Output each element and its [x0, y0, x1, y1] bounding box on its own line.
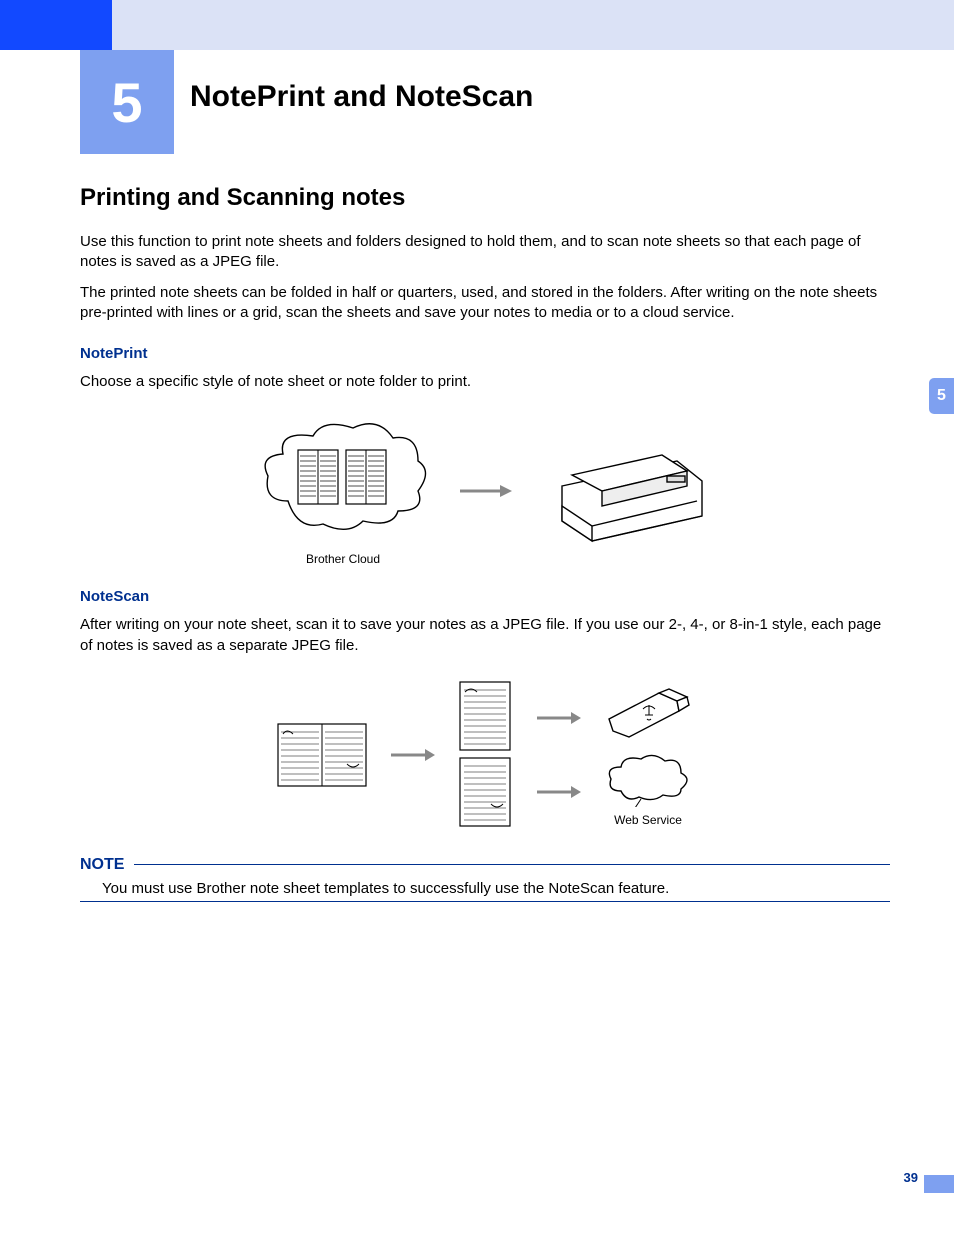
arrow-right-icon	[458, 482, 512, 500]
side-tab-number: 5	[937, 387, 946, 405]
printer-icon	[542, 431, 712, 551]
page-content: Printing and Scanning notes Use this fun…	[80, 184, 890, 902]
web-service-caption: Web Service	[614, 813, 682, 827]
note-box-header: NOTE	[80, 856, 890, 874]
header-blue-block	[0, 0, 112, 50]
page-number: 39	[904, 1170, 918, 1185]
destinations-column: Web Service	[603, 683, 693, 827]
left-margin	[0, 50, 36, 1235]
noteprint-figure: Brother Cloud	[80, 416, 890, 566]
note-rule-top	[134, 864, 890, 865]
noteprint-text: Choose a specific style of note sheet or…	[80, 372, 890, 392]
cloud-with-sheets: Brother Cloud	[258, 416, 428, 566]
chapter-title: NotePrint and NoteScan	[190, 80, 533, 114]
note-text: You must use Brother note sheet template…	[102, 880, 890, 897]
notescan-heading: NoteScan	[80, 588, 890, 605]
section-heading: Printing and Scanning notes	[80, 184, 890, 212]
side-tab: 5	[929, 378, 954, 414]
chapter-number: 5	[111, 70, 142, 135]
cloud-web-service: Web Service	[603, 749, 693, 827]
cloud-caption: Brother Cloud	[306, 552, 380, 566]
note-label: NOTE	[80, 856, 134, 874]
noteprint-heading: NotePrint	[80, 345, 890, 362]
usb-drive-icon	[603, 683, 693, 739]
chapter-number-box: 5	[80, 50, 174, 154]
cloud-small-icon	[603, 749, 693, 807]
notescan-text: After writing on your note sheet, scan i…	[80, 615, 890, 656]
note-rule-bottom	[80, 901, 890, 902]
notescan-figure: Web Service	[80, 680, 890, 830]
header-band	[0, 0, 954, 50]
page-number-bar	[924, 1175, 954, 1193]
note-sheet-stack	[457, 680, 513, 830]
arrow-right-icon	[535, 710, 581, 726]
intro-paragraph-2: The printed note sheets can be folded in…	[80, 283, 890, 324]
cloud-icon	[258, 416, 428, 546]
intro-paragraph-1: Use this function to print note sheets a…	[80, 232, 890, 273]
note-sheet-double-icon	[277, 714, 367, 796]
arrow-pair	[535, 710, 581, 800]
arrow-right-icon	[389, 747, 435, 763]
arrow-right-icon	[535, 784, 581, 800]
